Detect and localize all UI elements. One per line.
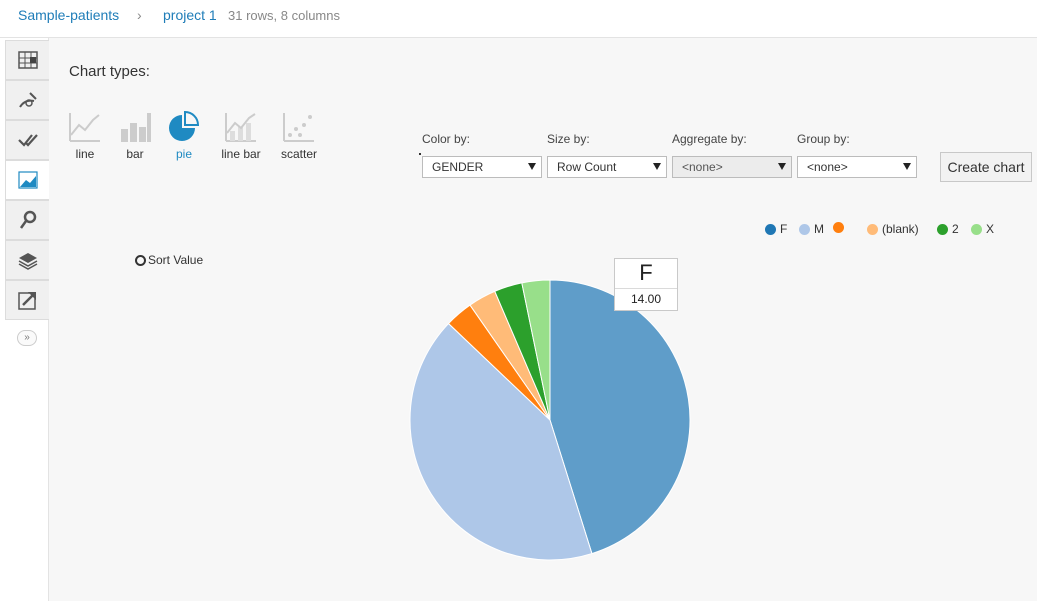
legend-swatch bbox=[867, 223, 878, 235]
chart-type-scatter[interactable]: scatter bbox=[271, 111, 327, 161]
wand-icon bbox=[18, 92, 37, 108]
legend-item-empty[interactable] bbox=[833, 222, 848, 233]
grid-icon bbox=[17, 51, 38, 69]
chevron-down-icon bbox=[778, 163, 786, 170]
scatter-chart-icon bbox=[283, 113, 314, 142]
sidebar-item-map[interactable] bbox=[5, 200, 49, 240]
legend-swatch bbox=[765, 223, 776, 235]
create-chart-button[interactable]: Create chart bbox=[940, 152, 1032, 182]
slice-tooltip: F 14.00 bbox=[614, 258, 678, 311]
chevron-down-icon bbox=[903, 163, 911, 170]
dataset-size-info: 31 rows, 8 columns bbox=[228, 8, 340, 23]
focus-marker bbox=[419, 153, 421, 155]
line-bar-chart-icon bbox=[225, 113, 256, 142]
pie-slice-m[interactable] bbox=[409, 322, 593, 561]
sort-value-label: Sort Value bbox=[148, 253, 204, 267]
top-bar: Sample-patients › project 1 31 rows, 8 c… bbox=[0, 0, 1037, 38]
pie-chart-icon bbox=[169, 111, 200, 141]
sidebar-item-layers[interactable] bbox=[5, 240, 49, 280]
chart-type-label: line bbox=[75, 147, 95, 161]
group-by-label: Group by: bbox=[797, 132, 850, 146]
tooltip-value: 14.00 bbox=[630, 292, 662, 306]
chart-icon bbox=[17, 171, 38, 189]
chart-type-line[interactable]: line bbox=[57, 111, 113, 161]
sidebar-item-chart[interactable] bbox=[5, 160, 49, 200]
legend-item-f[interactable]: F bbox=[765, 222, 787, 236]
aggregate-by-value: <none> bbox=[682, 160, 723, 174]
sidebar-item-validate[interactable] bbox=[5, 120, 49, 160]
chart-type-label: pie bbox=[175, 147, 192, 161]
chevron-down-icon bbox=[653, 163, 661, 170]
chevron-down-icon bbox=[528, 163, 536, 170]
legend-item-blank[interactable]: (blank) bbox=[867, 222, 919, 236]
pie-slice-f[interactable] bbox=[549, 279, 691, 555]
legend-item-2[interactable]: 2 bbox=[937, 222, 959, 236]
chart-type-label: bar bbox=[126, 147, 144, 161]
pie-chart bbox=[409, 279, 691, 561]
line-chart-icon bbox=[69, 113, 100, 142]
group-by-select[interactable]: <none> bbox=[797, 156, 917, 178]
breadcrumb-separator: › bbox=[137, 7, 142, 23]
aggregate-by-label: Aggregate by: bbox=[672, 132, 747, 146]
color-by-value: GENDER bbox=[432, 160, 484, 174]
legend-label: 2 bbox=[952, 222, 959, 236]
color-by-select[interactable]: GENDER bbox=[422, 156, 542, 178]
legend-label: F bbox=[780, 222, 788, 236]
tool-sidebar: » bbox=[0, 38, 49, 601]
group-by-value: <none> bbox=[807, 160, 848, 174]
pie-slice-x[interactable] bbox=[521, 279, 551, 421]
legend-swatch bbox=[799, 223, 810, 235]
aggregate-by-select[interactable]: <none> bbox=[672, 156, 792, 178]
legend-label: X bbox=[986, 222, 995, 236]
legend-swatch bbox=[937, 223, 948, 235]
tooltip-key: F bbox=[615, 259, 677, 289]
chart-panel: Chart types: line bar pie line bar scatt… bbox=[50, 39, 1037, 601]
checks-icon bbox=[17, 134, 38, 147]
export-icon bbox=[17, 292, 36, 310]
size-by-value: Row Count bbox=[557, 160, 617, 174]
sidebar-item-export[interactable] bbox=[5, 280, 49, 320]
chart-type-line-bar[interactable]: line bar bbox=[213, 111, 269, 161]
legend-swatch bbox=[833, 222, 844, 233]
legend-label: (blank) bbox=[882, 222, 919, 236]
breadcrumb-dataset-link[interactable]: Sample-patients bbox=[18, 7, 120, 23]
chart-type-bar[interactable]: bar bbox=[107, 111, 163, 161]
legend-item-x[interactable]: X bbox=[971, 222, 994, 236]
chart-type-pie[interactable]: pie bbox=[156, 111, 212, 161]
bar-chart-icon bbox=[121, 113, 151, 142]
chart-type-label: line bar bbox=[221, 147, 261, 161]
sort-value-option[interactable]: Sort Value bbox=[135, 253, 203, 267]
sidebar-item-transform[interactable] bbox=[5, 80, 49, 120]
radio-icon bbox=[135, 254, 146, 266]
legend-item-m[interactable]: M bbox=[799, 222, 824, 236]
breadcrumb-project-link[interactable]: project 1 bbox=[163, 7, 217, 23]
size-by-select[interactable]: Row Count bbox=[547, 156, 667, 178]
chart-type-label: scatter bbox=[280, 147, 317, 161]
legend-label: M bbox=[814, 222, 824, 236]
size-by-label: Size by: bbox=[547, 132, 590, 146]
sidebar-item-table[interactable] bbox=[5, 40, 49, 80]
chart-types-heading: Chart types: bbox=[69, 63, 150, 80]
legend-swatch bbox=[971, 223, 982, 235]
map-pin-icon bbox=[19, 210, 36, 229]
sidebar-expand-button[interactable]: » bbox=[17, 330, 37, 346]
color-by-label: Color by: bbox=[422, 132, 471, 146]
layers-icon bbox=[18, 253, 37, 270]
